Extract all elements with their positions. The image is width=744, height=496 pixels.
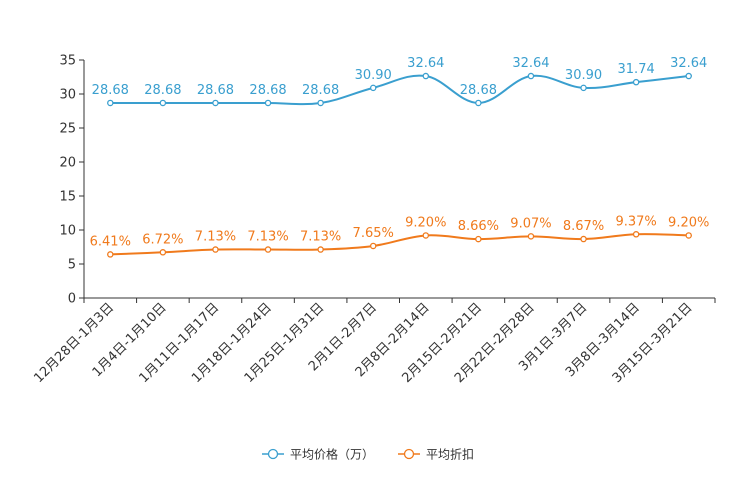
legend-label: 平均折扣 — [426, 447, 474, 462]
data-point — [369, 242, 377, 250]
data-label: 7.13% — [247, 230, 288, 245]
data-label: 28.68 — [460, 83, 497, 98]
data-point — [527, 72, 535, 80]
data-label: 28.68 — [249, 83, 286, 98]
data-label: 9.20% — [668, 215, 709, 230]
y-tick-label: 25 — [59, 122, 76, 137]
data-label: 30.90 — [355, 68, 392, 83]
y-tick-label: 5 — [68, 258, 76, 273]
data-point — [107, 251, 114, 258]
data-point — [580, 235, 587, 243]
data-label: 9.07% — [510, 216, 551, 231]
legend-marker-icon — [267, 448, 279, 460]
data-label: 32.64 — [512, 56, 549, 71]
data-label: 28.68 — [92, 83, 129, 98]
data-point — [475, 99, 482, 107]
data-point — [685, 232, 692, 239]
y-tick-label: 10 — [59, 224, 76, 239]
data-label: 6.41% — [90, 234, 131, 249]
data-point — [107, 99, 114, 107]
y-tick-label: 0 — [68, 292, 76, 307]
data-point — [159, 249, 167, 256]
data-point — [264, 246, 272, 253]
data-label: 8.67% — [563, 219, 604, 234]
y-tick-label: 15 — [59, 190, 76, 205]
data-point — [317, 99, 324, 107]
data-label: 7.65% — [353, 226, 394, 241]
y-tick-label: 20 — [59, 156, 76, 171]
data-label: 32.64 — [670, 56, 707, 71]
data-label: 7.13% — [195, 230, 236, 245]
data-label: 7.13% — [300, 230, 341, 245]
data-label: 9.37% — [615, 214, 656, 229]
data-point — [527, 233, 535, 240]
data-point — [685, 72, 692, 80]
data-point — [369, 84, 377, 92]
data-label: 31.74 — [618, 62, 655, 77]
data-point — [422, 232, 430, 239]
series-layer — [107, 72, 692, 258]
legend-item-1[interactable]: 平均价格（万） — [262, 447, 374, 462]
data-point — [212, 246, 219, 253]
data-label: 32.64 — [407, 56, 444, 71]
data-point — [475, 235, 482, 243]
data-point — [422, 72, 430, 80]
data-point — [264, 99, 272, 107]
legend-label: 平均价格（万） — [290, 447, 374, 462]
legend-item-2[interactable]: 平均折扣 — [398, 447, 474, 462]
data-label: 28.68 — [302, 83, 339, 98]
data-label: 9.20% — [405, 215, 446, 230]
data-point — [317, 246, 324, 253]
data-labels: 28.68 28.68 28.68 28.68 28.68 30.90 32.64 28.68… — [90, 56, 710, 249]
data-label: 28.68 — [197, 83, 234, 98]
data-point — [632, 231, 640, 238]
data-point — [632, 78, 640, 86]
legend-marker-icon — [403, 448, 415, 460]
data-label: 30.90 — [565, 68, 602, 83]
data-point — [159, 99, 167, 107]
legend[interactable]: 平均价格（万） 平均折扣 — [262, 447, 474, 462]
data-label: 28.68 — [144, 83, 181, 98]
data-label: 8.66% — [458, 219, 499, 234]
data-point — [212, 99, 219, 107]
data-point — [580, 84, 587, 92]
data-label: 6.72% — [142, 232, 183, 247]
y-tick-label: 30 — [59, 88, 76, 103]
y-tick-label: 35 — [59, 54, 76, 69]
series-line-2 — [110, 233, 689, 256]
